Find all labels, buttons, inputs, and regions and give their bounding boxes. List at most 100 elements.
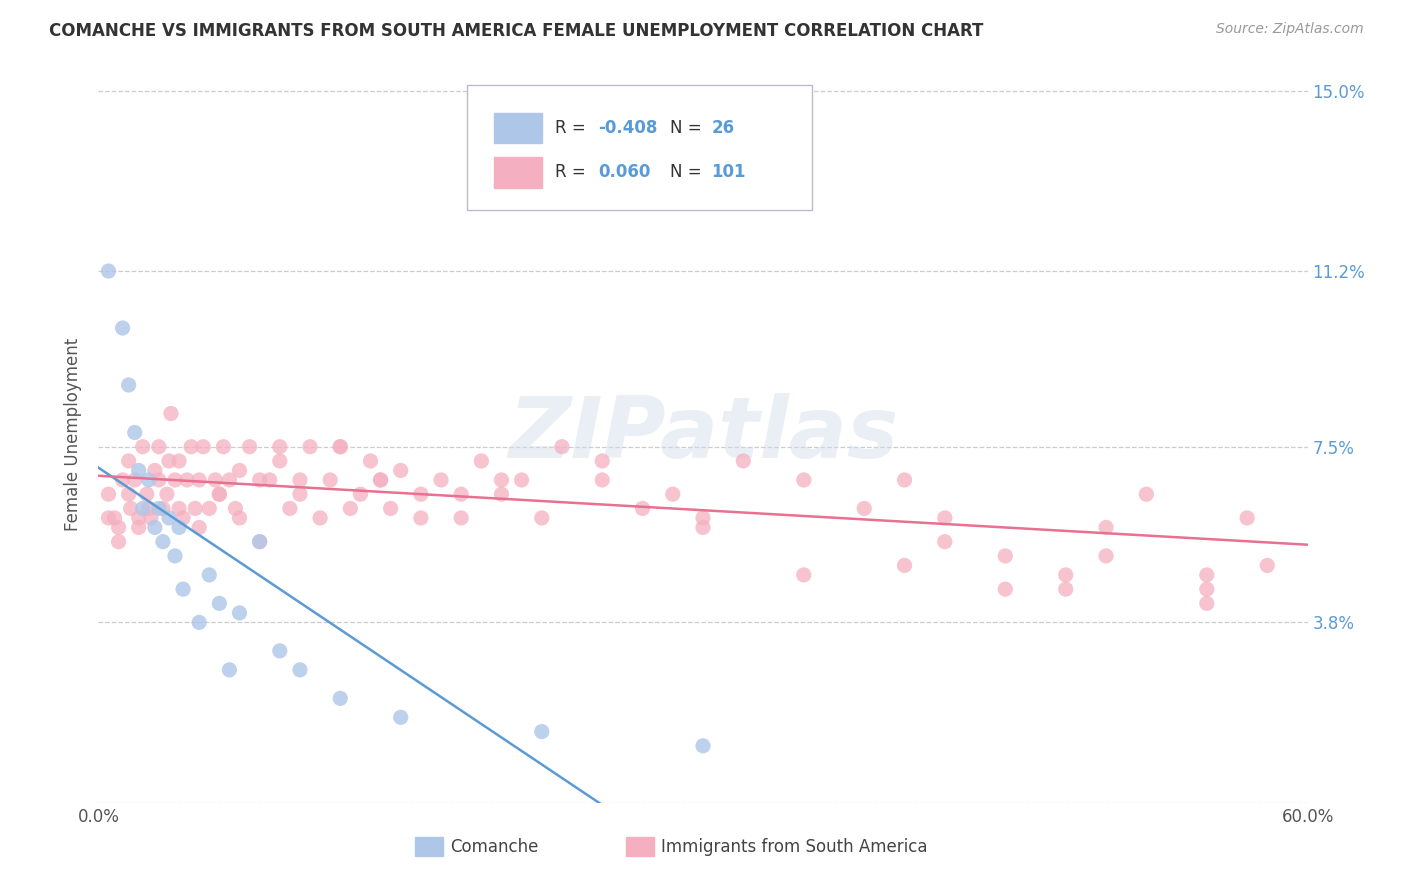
Point [148, 440, 170, 454]
Point [329, 691, 352, 706]
Point [198, 501, 221, 516]
Text: 101: 101 [711, 163, 747, 181]
Text: ZIPatlas: ZIPatlas [508, 393, 898, 476]
Point [793, 568, 815, 582]
Point [269, 454, 291, 468]
Text: R =: R = [555, 163, 592, 181]
Point [692, 520, 714, 534]
Point [530, 724, 553, 739]
Point [661, 487, 683, 501]
Point [389, 463, 412, 477]
Point [893, 473, 915, 487]
Point [204, 473, 226, 487]
Point [380, 501, 402, 516]
Point [160, 407, 183, 421]
Point [228, 511, 250, 525]
Point [994, 582, 1017, 596]
Point [172, 511, 194, 525]
Point [470, 454, 492, 468]
Point [107, 520, 129, 534]
Point [491, 487, 513, 501]
Point [249, 473, 271, 487]
Point [1054, 582, 1077, 596]
Point [409, 511, 432, 525]
Point [239, 440, 262, 454]
Point [853, 501, 876, 516]
Point [156, 487, 179, 501]
Bar [494, 112, 543, 144]
Point [163, 473, 186, 487]
Point [163, 549, 186, 563]
Point [491, 473, 513, 487]
Point [329, 440, 352, 454]
Point [97, 511, 120, 525]
Point [370, 473, 392, 487]
Point [124, 473, 146, 487]
Point [269, 440, 291, 454]
Point [1095, 520, 1118, 534]
Point [299, 440, 322, 454]
Point [152, 534, 174, 549]
Point [288, 473, 311, 487]
Point [139, 511, 162, 525]
Point [288, 663, 311, 677]
Point [118, 454, 141, 468]
Point [269, 644, 291, 658]
Point [309, 511, 332, 525]
Point [360, 454, 382, 468]
Point [409, 487, 432, 501]
Point [288, 487, 311, 501]
Point [249, 534, 271, 549]
Point [370, 473, 392, 487]
Point [1195, 568, 1218, 582]
Point [97, 264, 120, 278]
Point [329, 440, 352, 454]
Bar [494, 157, 543, 187]
Point [319, 473, 342, 487]
Point [224, 501, 246, 516]
Y-axis label: Female Unemployment: Female Unemployment [65, 338, 83, 532]
Point [208, 596, 231, 610]
Point [249, 534, 271, 549]
Point [188, 473, 211, 487]
Text: 26: 26 [711, 119, 734, 137]
Point [193, 440, 215, 454]
Point [934, 511, 956, 525]
Point [1195, 582, 1218, 596]
Point [167, 501, 190, 516]
Point [132, 501, 155, 516]
Point [138, 473, 160, 487]
Point [198, 568, 221, 582]
Point [118, 487, 141, 501]
Point [148, 501, 170, 516]
Point [692, 739, 714, 753]
Point [278, 501, 301, 516]
FancyBboxPatch shape [467, 86, 811, 211]
Point [450, 511, 472, 525]
Point [631, 501, 654, 516]
Point [167, 520, 190, 534]
Point [893, 558, 915, 573]
Point [530, 511, 553, 525]
Point [793, 473, 815, 487]
Point [132, 440, 155, 454]
Point [111, 473, 134, 487]
Point [176, 473, 198, 487]
Point [184, 501, 207, 516]
Point [135, 487, 157, 501]
Point [218, 473, 240, 487]
Point [157, 454, 180, 468]
Point [1054, 568, 1077, 582]
Point [148, 473, 170, 487]
Point [389, 710, 412, 724]
Text: N =: N = [671, 119, 707, 137]
Point [172, 582, 194, 596]
Point [349, 487, 371, 501]
Point [128, 520, 150, 534]
Point [339, 501, 361, 516]
Point [143, 520, 166, 534]
Point [934, 534, 956, 549]
Point [124, 425, 146, 440]
Point [97, 487, 120, 501]
Text: R =: R = [555, 119, 592, 137]
